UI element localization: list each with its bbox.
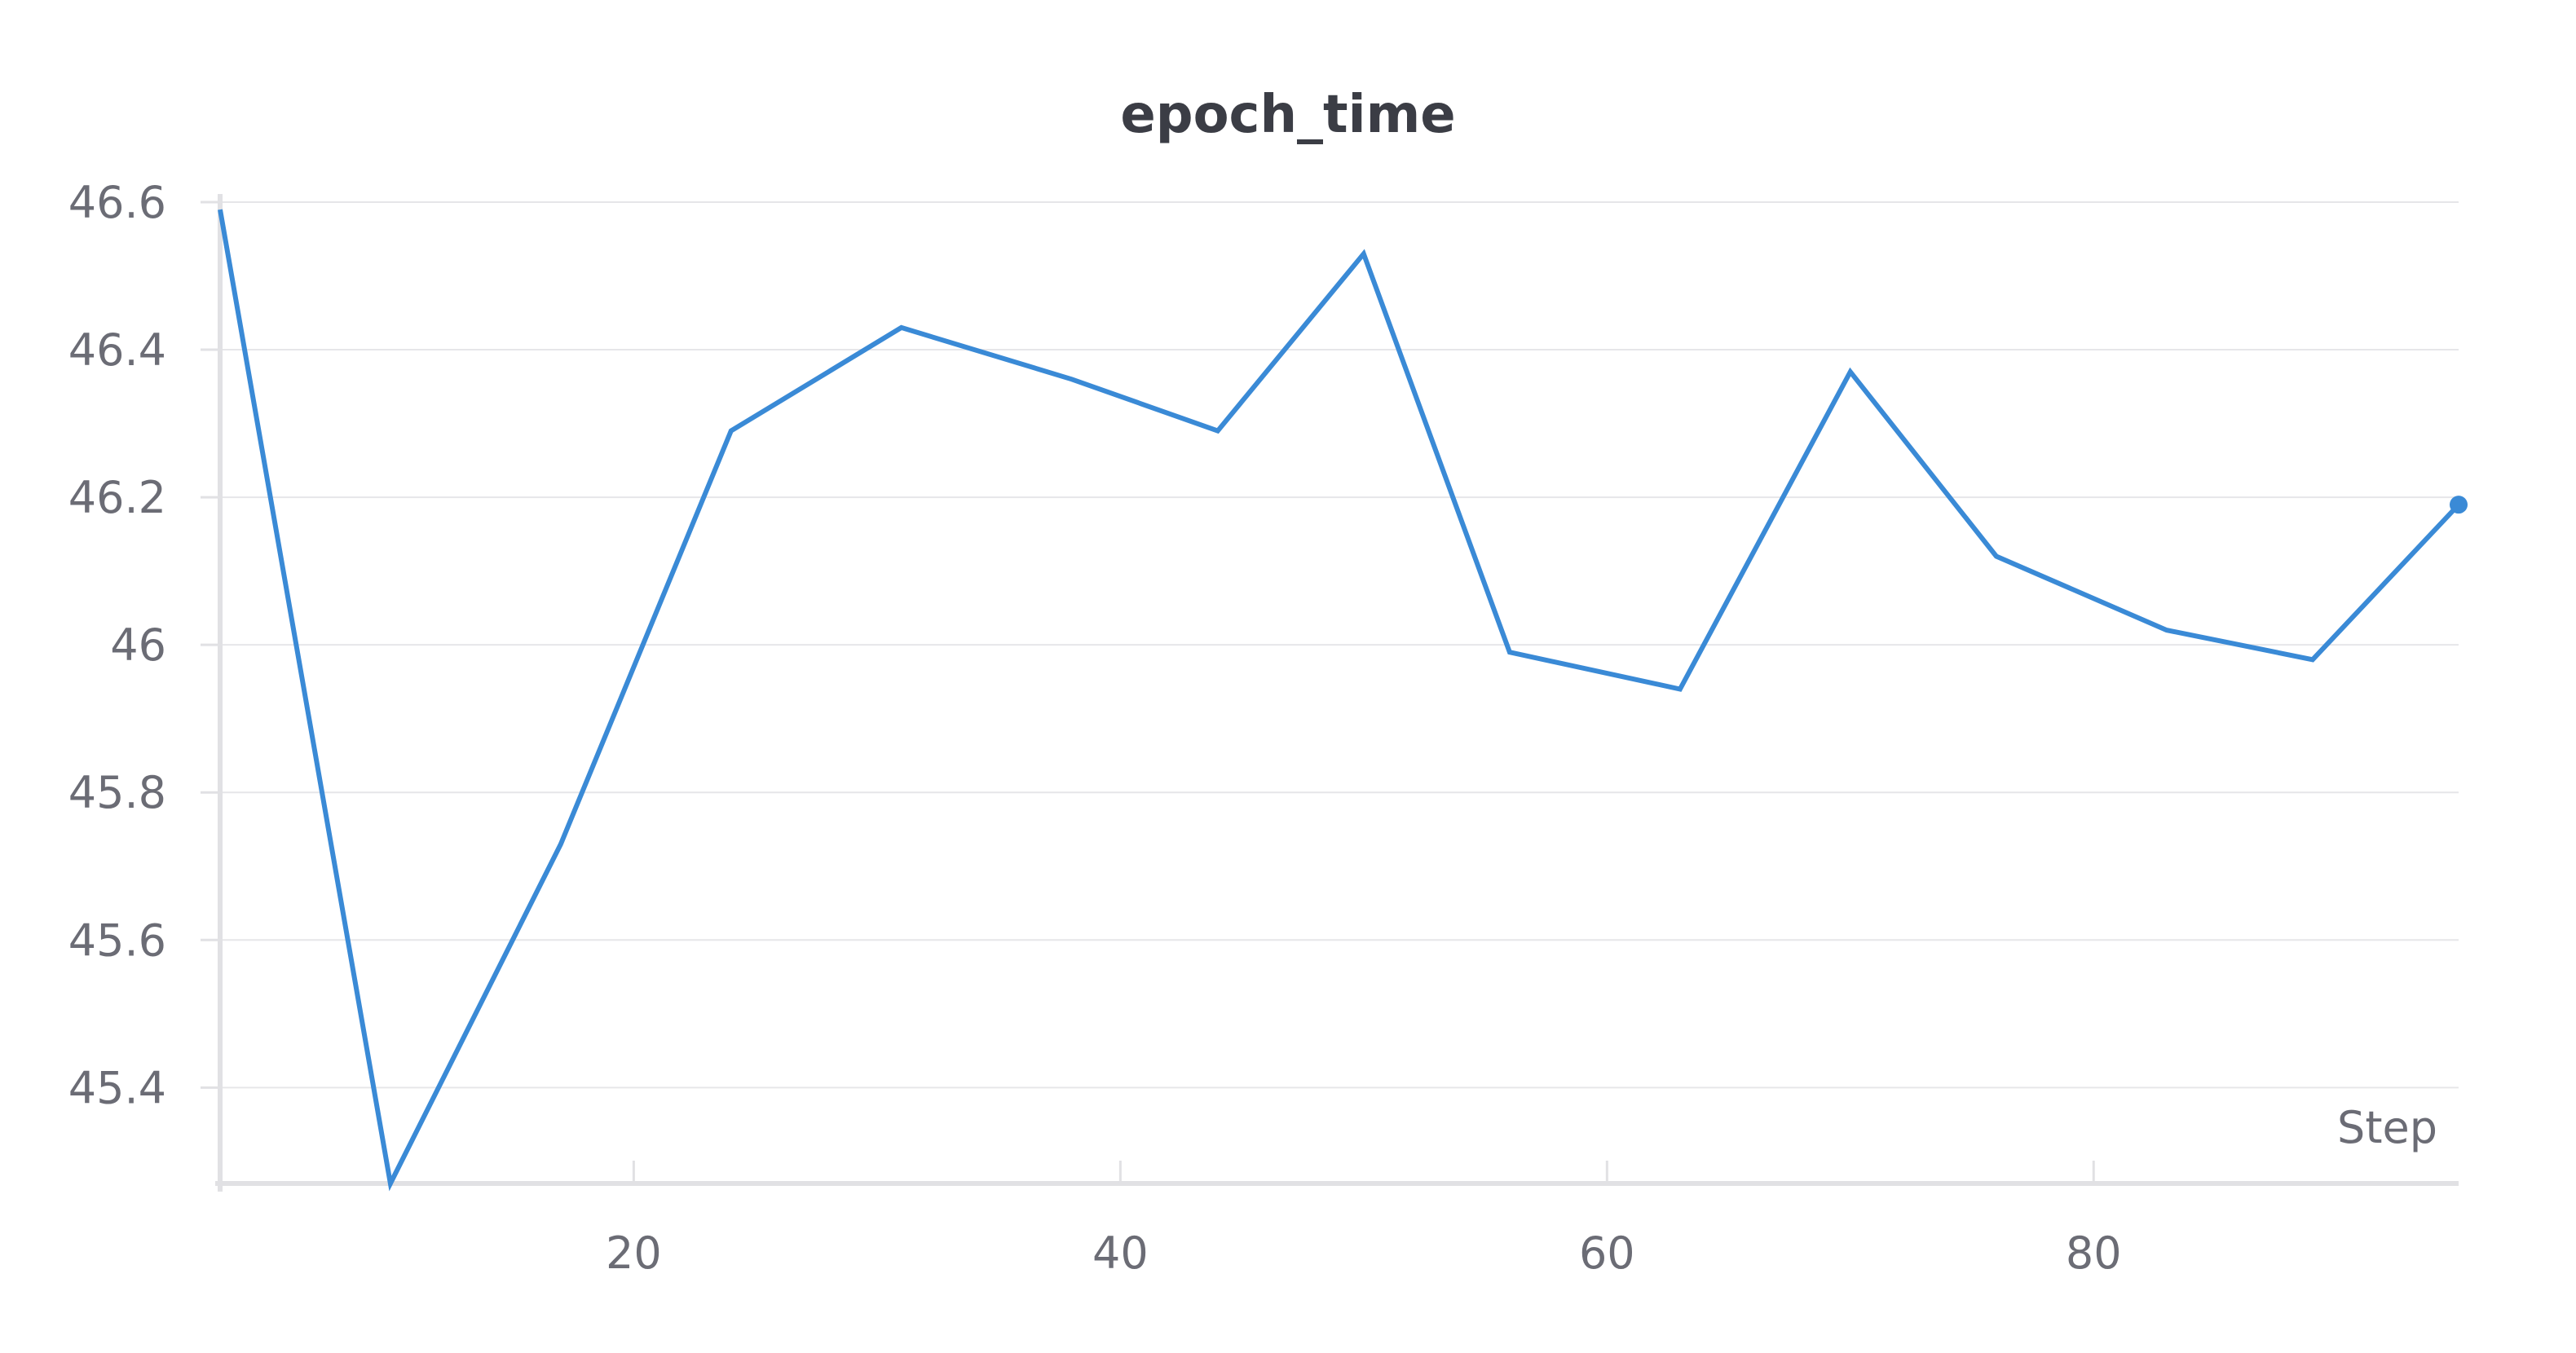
y-tick-label: 45.4 <box>68 1062 166 1113</box>
axes <box>201 194 2459 1192</box>
y-tick-label: 46.6 <box>68 177 166 228</box>
tick-labels: 45.4 45.6 45.8 46 46.2 46.4 46.6 20 40 60 80 <box>68 177 2122 1279</box>
y-tick-label: 46.4 <box>68 324 166 376</box>
x-tick-label: 60 <box>1579 1227 1635 1279</box>
series-line <box>218 209 2461 1192</box>
y-tick-label: 46.2 <box>68 472 166 523</box>
x-axis-label: Step <box>2337 1102 2437 1153</box>
x-tick-label: 80 <box>2066 1227 2122 1279</box>
series-lines <box>218 209 2468 1192</box>
x-tick-label: 20 <box>606 1227 662 1279</box>
x-tick-label: 40 <box>1092 1227 1149 1279</box>
y-tick-label: 45.6 <box>68 914 166 966</box>
grid-lines <box>220 201 2459 1089</box>
y-tick-label: 46 <box>110 619 166 671</box>
y-tick-label: 45.8 <box>68 767 166 818</box>
chart-title: epoch_time <box>1120 85 1455 145</box>
series-end-point <box>2450 496 2468 514</box>
